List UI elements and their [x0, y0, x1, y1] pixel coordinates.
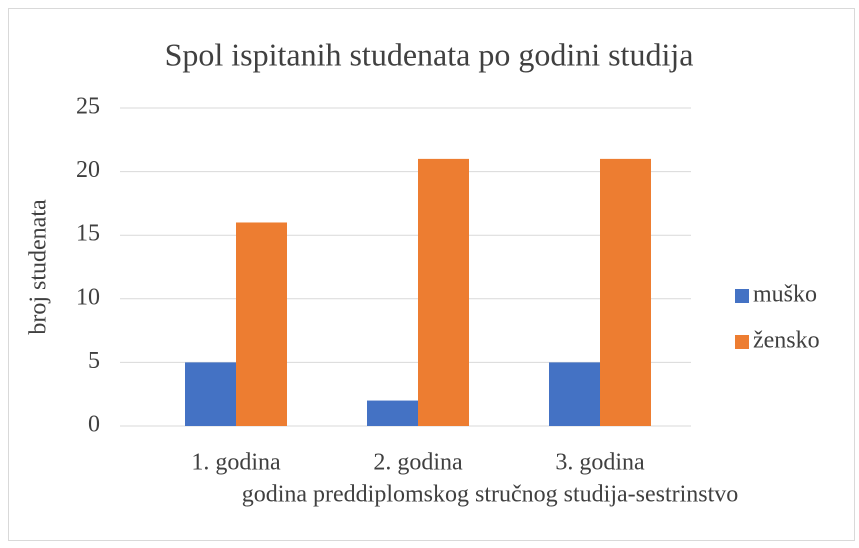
y-tick-label: 5 — [88, 348, 100, 374]
bar — [549, 362, 600, 426]
legend-swatch — [735, 335, 749, 349]
chart-title: Spol ispitanih studenata po godini studi… — [165, 36, 694, 72]
y-tick-label: 10 — [76, 284, 100, 310]
legend-swatch — [735, 289, 749, 303]
bar — [600, 158, 651, 426]
y-tick-label: 15 — [76, 221, 100, 247]
bar — [367, 400, 418, 426]
x-tick-label: 2. godina — [373, 450, 463, 476]
bar — [185, 362, 236, 426]
y-tick-label: 0 — [88, 412, 100, 438]
legend-label: muško — [753, 282, 817, 308]
x-tick-label: 3. godina — [555, 450, 645, 476]
y-axis-label: broj studenata — [26, 199, 52, 335]
y-tick-label: 20 — [76, 157, 100, 183]
x-axis-label: godina preddiplomskog stručnog studija-s… — [242, 482, 739, 508]
bar — [418, 158, 469, 426]
x-tick-label: 1. godina — [191, 450, 281, 476]
legend-label: žensko — [753, 328, 820, 354]
y-tick-label: 25 — [76, 94, 100, 120]
bar — [236, 222, 287, 426]
